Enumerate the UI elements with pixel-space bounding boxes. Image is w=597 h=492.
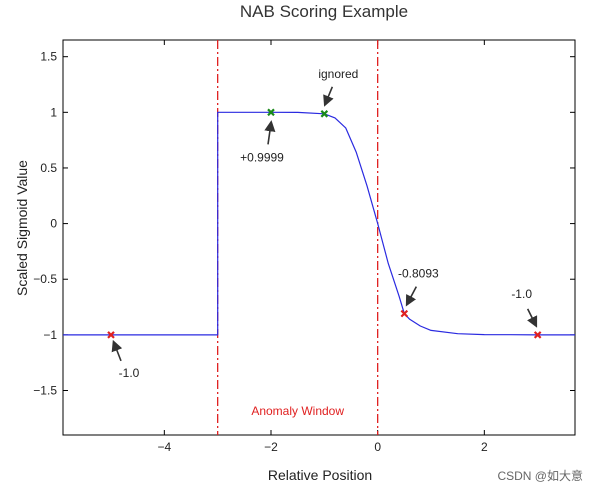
x-tick-label: −2	[264, 440, 278, 454]
y-tick-label: −1.5	[33, 383, 57, 397]
x-tick-label: −4	[157, 440, 171, 454]
x-axis-label: Relative Position	[268, 467, 372, 483]
y-tick-label: −0.5	[33, 272, 57, 286]
score-marker	[320, 110, 329, 118]
plot-area	[62, 39, 576, 436]
y-axis-label: Scaled Sigmoid Value	[14, 160, 30, 296]
score-marker	[267, 108, 275, 117]
marker-annotation: -0.8093	[398, 267, 439, 281]
series-layer	[63, 111, 575, 336]
y-tick-label: 1	[50, 105, 57, 119]
score-marker	[400, 309, 409, 318]
chart-title: NAB Scoring Example	[240, 2, 408, 21]
y-tick-label: −1	[43, 328, 57, 342]
x-tick-label: 0	[374, 440, 381, 454]
y-tick-label: 0.5	[40, 161, 57, 175]
annotation-layer: -1.0 +0.9999 ignored -0.8093 -1.0 Anomaly Win…	[111, 67, 538, 418]
annotation-arrow	[405, 286, 418, 307]
marker-annotation: -1.0	[511, 287, 532, 301]
annotation-arrow	[323, 86, 334, 107]
axis-ticks: −4 −2 0 2 1.5 1 0.5 0 −0.5 −1 −1.5	[33, 40, 575, 454]
annotation-arrow	[526, 308, 538, 328]
annotation-arrow	[111, 339, 123, 362]
marker-layer	[107, 108, 542, 339]
marker-annotation: ignored	[318, 67, 358, 81]
watermark: CSDN @如大意	[497, 468, 583, 483]
y-tick-label: 1.5	[40, 50, 57, 64]
marker-annotation: +0.9999	[240, 150, 284, 164]
anomaly-window-lines	[217, 40, 379, 435]
annotation-arrow	[264, 120, 276, 145]
marker-annotation: -1.0	[119, 366, 140, 380]
y-tick-label: 0	[50, 217, 57, 231]
x-tick-label: 2	[481, 440, 488, 454]
score-marker	[533, 331, 542, 339]
sigmoid-series-line	[63, 111, 575, 336]
anomaly-window-label: Anomaly Window	[251, 404, 344, 418]
plot-frame	[62, 39, 576, 436]
score-marker	[107, 331, 115, 339]
